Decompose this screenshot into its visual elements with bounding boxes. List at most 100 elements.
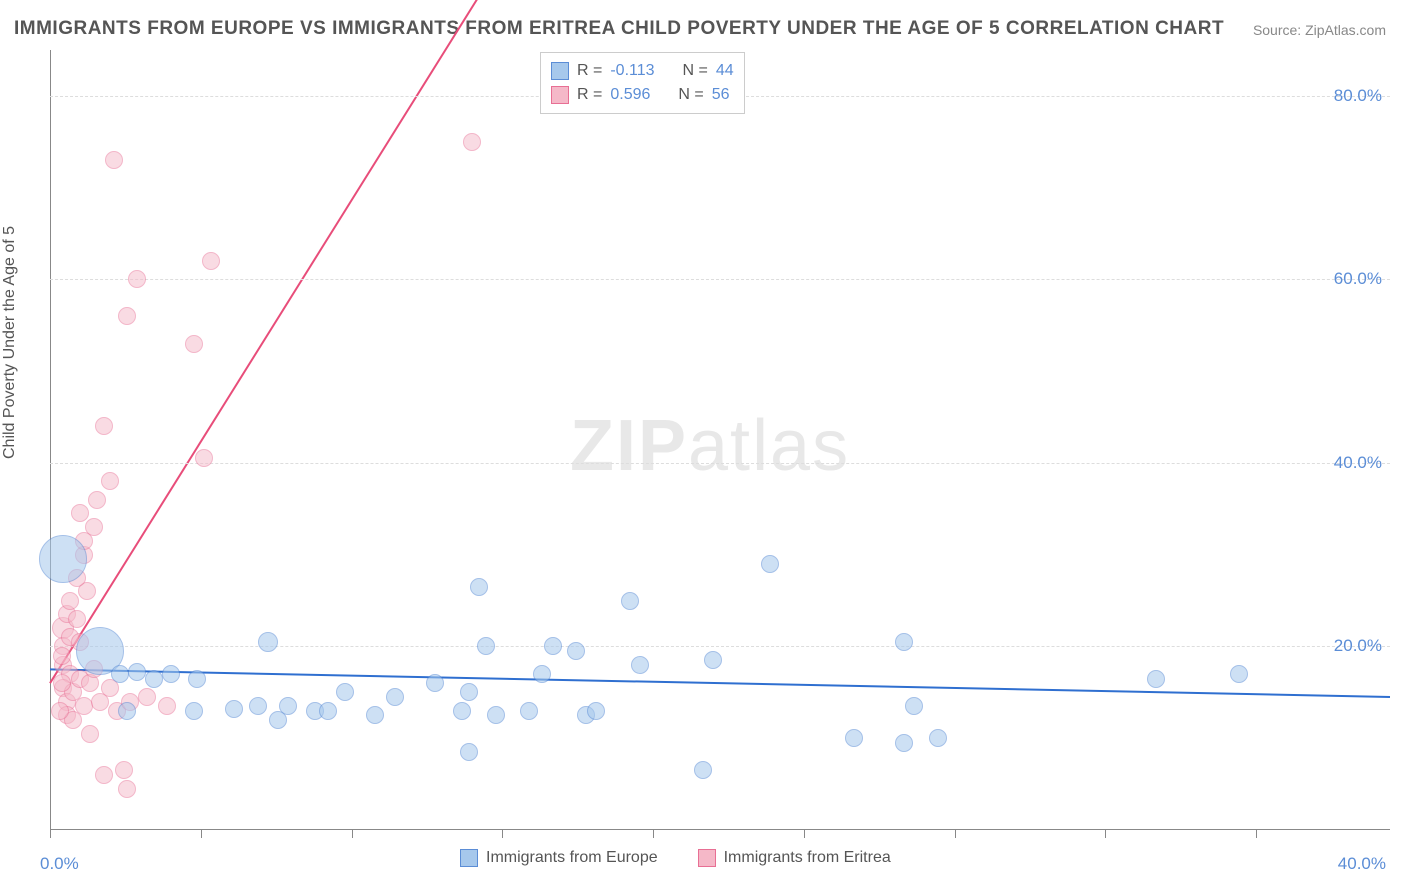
scatter-point-europe bbox=[761, 555, 779, 573]
scatter-point-europe bbox=[128, 663, 146, 681]
scatter-point-europe bbox=[631, 656, 649, 674]
scatter-point-eritrea bbox=[53, 674, 71, 692]
scatter-point-europe bbox=[118, 702, 136, 720]
series-label-europe: Immigrants from Europe bbox=[486, 846, 658, 870]
y-axis-label: Child Poverty Under the Age of 5 bbox=[1, 226, 19, 459]
series-legend: Immigrants from Europe Immigrants from E… bbox=[460, 846, 891, 870]
trend-line-europe bbox=[50, 669, 1390, 697]
scatter-point-europe bbox=[694, 761, 712, 779]
scatter-point-europe bbox=[533, 665, 551, 683]
scatter-point-eritrea bbox=[118, 307, 136, 325]
legend-swatch-europe bbox=[551, 62, 569, 80]
x-tick bbox=[653, 830, 654, 838]
scatter-point-eritrea bbox=[202, 252, 220, 270]
scatter-point-europe bbox=[487, 706, 505, 724]
scatter-point-europe bbox=[386, 688, 404, 706]
scatter-point-europe bbox=[929, 729, 947, 747]
scatter-point-europe bbox=[905, 697, 923, 715]
scatter-point-europe bbox=[621, 592, 639, 610]
gridline bbox=[50, 646, 1390, 647]
scatter-point-europe bbox=[366, 706, 384, 724]
scatter-point-europe bbox=[587, 702, 605, 720]
r-value-europe: -0.113 bbox=[610, 59, 654, 83]
scatter-point-europe bbox=[845, 729, 863, 747]
y-tick-label: 40.0% bbox=[1334, 453, 1382, 473]
scatter-point-eritrea bbox=[101, 472, 119, 490]
legend-swatch-eritrea bbox=[551, 86, 569, 104]
scatter-point-eritrea bbox=[68, 610, 86, 628]
scatter-point-europe bbox=[895, 633, 913, 651]
scatter-point-eritrea bbox=[81, 725, 99, 743]
scatter-point-europe bbox=[279, 697, 297, 715]
scatter-point-eritrea bbox=[88, 491, 106, 509]
gridline bbox=[50, 463, 1390, 464]
x-tick-label-min: 0.0% bbox=[40, 854, 79, 874]
scatter-point-eritrea bbox=[95, 766, 113, 784]
scatter-point-eritrea bbox=[53, 647, 71, 665]
x-tick bbox=[50, 830, 51, 838]
correlation-legend: R = -0.113 N = 44 R = 0.596 N = 56 bbox=[540, 52, 745, 114]
scatter-point-europe bbox=[1147, 670, 1165, 688]
series-legend-item-europe: Immigrants from Europe bbox=[460, 846, 658, 870]
scatter-point-europe bbox=[895, 734, 913, 752]
y-tick-label: 20.0% bbox=[1334, 636, 1382, 656]
scatter-point-eritrea bbox=[158, 697, 176, 715]
legend-swatch-europe bbox=[460, 849, 478, 867]
correlation-legend-row-eritrea: R = 0.596 N = 56 bbox=[551, 83, 734, 107]
scatter-point-eritrea bbox=[128, 270, 146, 288]
scatter-point-europe bbox=[39, 535, 87, 583]
x-tick bbox=[1256, 830, 1257, 838]
n-label: N = bbox=[678, 83, 703, 107]
scatter-point-europe bbox=[188, 670, 206, 688]
source-attribution: Source: ZipAtlas.com bbox=[1253, 22, 1386, 38]
r-label: R = bbox=[577, 83, 602, 107]
chart-area: ZIPatlas 20.0%40.0%60.0%80.0% R = -0.113… bbox=[50, 50, 1390, 830]
scatter-point-europe bbox=[704, 651, 722, 669]
scatter-point-europe bbox=[460, 743, 478, 761]
scatter-point-europe bbox=[111, 665, 129, 683]
scatter-point-eritrea bbox=[95, 417, 113, 435]
scatter-point-europe bbox=[258, 632, 278, 652]
scatter-point-europe bbox=[453, 702, 471, 720]
scatter-point-eritrea bbox=[51, 702, 69, 720]
scatter-point-eritrea bbox=[75, 697, 93, 715]
scatter-point-europe bbox=[477, 637, 495, 655]
scatter-point-eritrea bbox=[195, 449, 213, 467]
scatter-point-europe bbox=[162, 665, 180, 683]
x-tick bbox=[502, 830, 503, 838]
n-value-europe: 44 bbox=[716, 59, 734, 83]
scatter-point-europe bbox=[145, 670, 163, 688]
y-tick-label: 80.0% bbox=[1334, 86, 1382, 106]
scatter-point-eritrea bbox=[105, 151, 123, 169]
x-tick bbox=[201, 830, 202, 838]
scatter-point-eritrea bbox=[71, 504, 89, 522]
series-legend-item-eritrea: Immigrants from Eritrea bbox=[698, 846, 891, 870]
scatter-point-eritrea bbox=[115, 761, 133, 779]
chart-title: IMMIGRANTS FROM EUROPE VS IMMIGRANTS FRO… bbox=[14, 18, 1224, 40]
n-value-eritrea: 56 bbox=[712, 83, 730, 107]
scatter-point-europe bbox=[567, 642, 585, 660]
scatter-point-europe bbox=[544, 637, 562, 655]
scatter-point-europe bbox=[520, 702, 538, 720]
scatter-point-eritrea bbox=[463, 133, 481, 151]
x-tick bbox=[804, 830, 805, 838]
series-label-eritrea: Immigrants from Eritrea bbox=[724, 846, 891, 870]
scatter-point-eritrea bbox=[185, 335, 203, 353]
scatter-point-europe bbox=[225, 700, 243, 718]
legend-swatch-eritrea bbox=[698, 849, 716, 867]
scatter-point-eritrea bbox=[61, 592, 79, 610]
x-tick-label-max: 40.0% bbox=[1338, 854, 1386, 874]
scatter-point-europe bbox=[460, 683, 478, 701]
r-label: R = bbox=[577, 59, 602, 83]
scatter-point-europe bbox=[319, 702, 337, 720]
scatter-point-europe bbox=[185, 702, 203, 720]
scatter-point-eritrea bbox=[138, 688, 156, 706]
scatter-point-europe bbox=[249, 697, 267, 715]
correlation-legend-row-europe: R = -0.113 N = 44 bbox=[551, 59, 734, 83]
r-value-eritrea: 0.596 bbox=[610, 83, 650, 107]
x-tick bbox=[352, 830, 353, 838]
x-tick bbox=[955, 830, 956, 838]
scatter-point-europe bbox=[336, 683, 354, 701]
n-label: N = bbox=[683, 59, 708, 83]
scatter-point-europe bbox=[426, 674, 444, 692]
